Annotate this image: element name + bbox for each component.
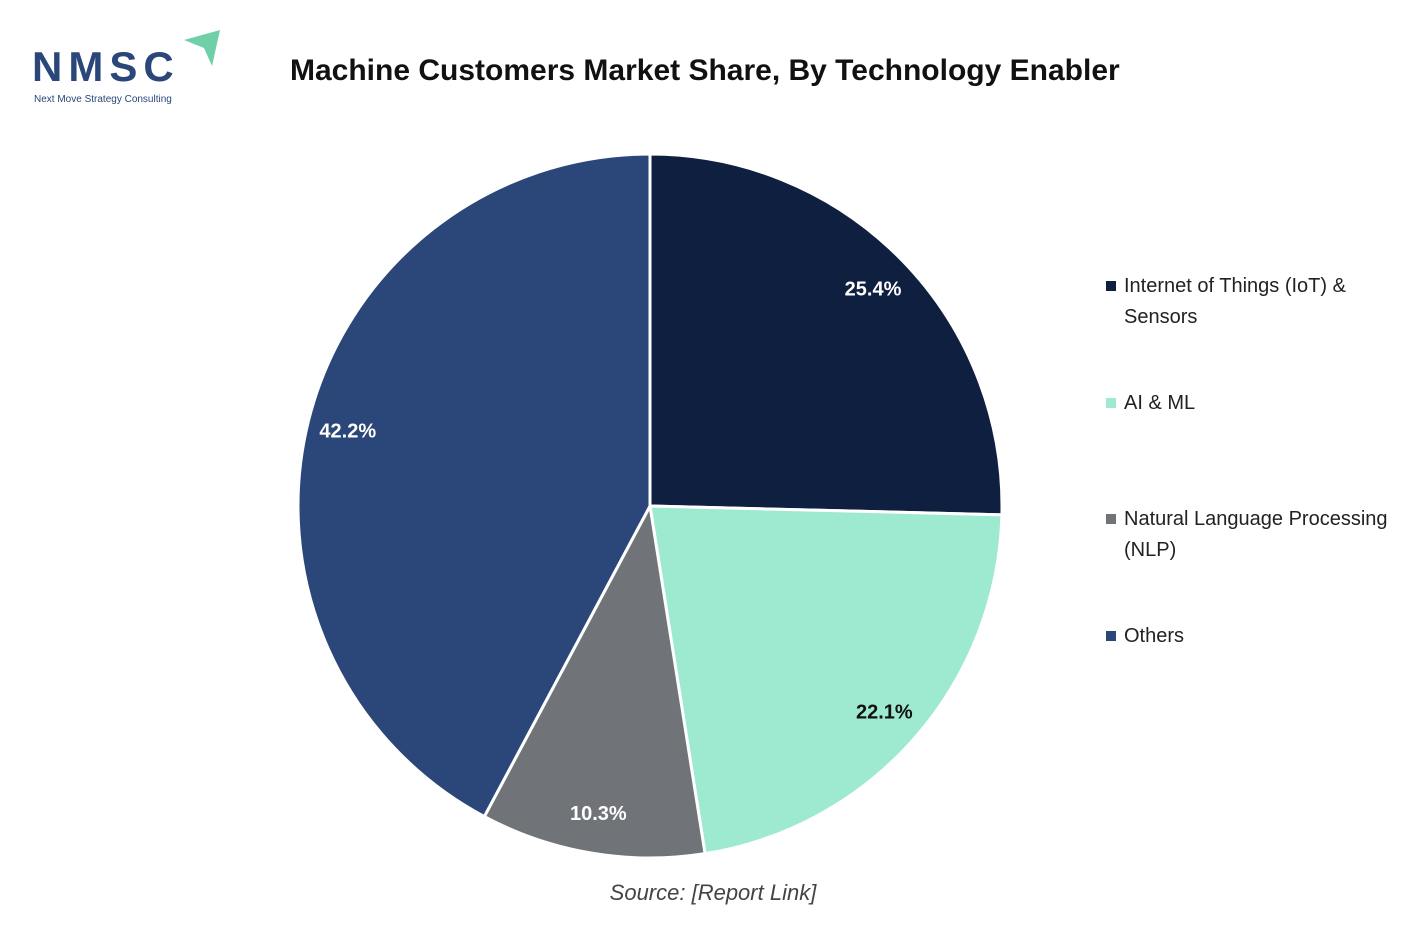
- legend-label: Natural Language Processing (NLP): [1124, 508, 1388, 561]
- legend-swatch: [1106, 631, 1116, 641]
- nmsc-logo: NMSC Next Move Strategy Consulting: [32, 30, 232, 114]
- pie-slice-1: [648, 504, 1004, 856]
- legend-item: AI & ML: [1106, 388, 1404, 419]
- legend-label: AI & ML: [1124, 392, 1196, 414]
- legend-item: Natural Language Processing (NLP): [1106, 504, 1404, 566]
- legend-swatch: [1106, 398, 1116, 408]
- legend-label: Internet of Things (IoT) & Sensors: [1124, 275, 1346, 328]
- pie-slice-2: [482, 501, 707, 860]
- pie-slice-3: [296, 152, 652, 819]
- legend-item: Internet of Things (IoT) & Sensors: [1106, 271, 1404, 333]
- source-note: Source: [Report Link]: [609, 880, 817, 905]
- legend-item: Others: [1106, 621, 1404, 652]
- data-label: 22.1%: [856, 701, 913, 723]
- legend-swatch: [1106, 514, 1116, 524]
- pie-slice-0: [648, 152, 1004, 517]
- data-label: 25.4%: [845, 279, 902, 301]
- chart-title: Machine Customers Market Share, By Techn…: [290, 54, 1120, 87]
- data-label: 42.2%: [319, 420, 376, 442]
- logo-subtitle: Next Move Strategy Consulting: [34, 94, 172, 105]
- legend-swatch: [1106, 281, 1116, 291]
- legend-label: Others: [1124, 625, 1185, 647]
- data-label: 10.3%: [570, 803, 627, 825]
- logo-arrow-icon: [184, 30, 220, 66]
- logo-text: NMSC: [32, 43, 180, 90]
